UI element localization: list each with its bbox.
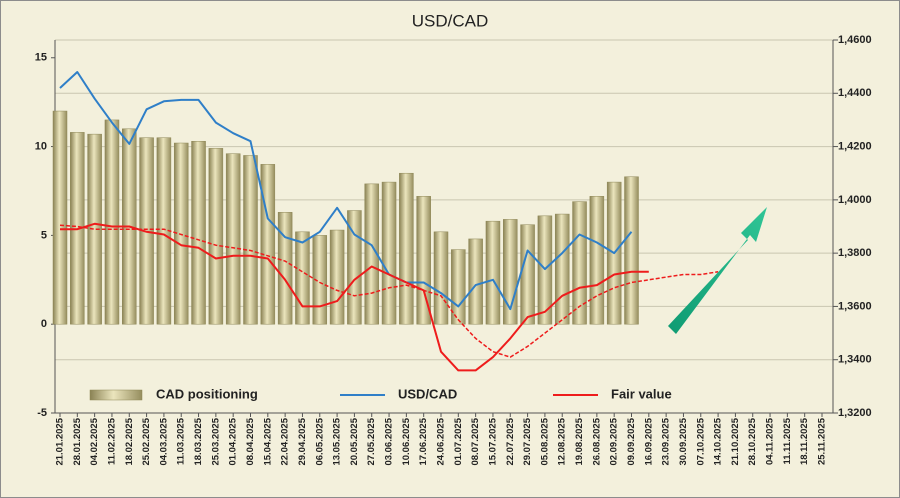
- y-tick-label: 10: [35, 140, 47, 152]
- bar: [87, 133, 102, 325]
- x-tick-label: 25.03.2025: [210, 417, 221, 465]
- x-tick-label: 15.07.2025: [487, 417, 498, 465]
- x-tick-label: 11.03.2025: [176, 417, 187, 465]
- bar: [243, 155, 258, 325]
- x-tick-label: 21.01.2025: [55, 417, 66, 465]
- dashed-line: [59, 224, 719, 358]
- x-tick-label: 23.09.2025: [661, 417, 672, 465]
- x-tick-label: 30.09.2025: [678, 417, 689, 465]
- plot-area: [55, 40, 833, 413]
- y-tick-label: 15: [35, 52, 47, 64]
- legend-label: CAD positioning: [156, 386, 258, 401]
- x-tick-label: 16.09.2025: [643, 417, 654, 465]
- x-tick-label: 18.03.2025: [193, 417, 204, 465]
- x-tick-label: 01.07.2025: [453, 417, 464, 465]
- bar: [173, 142, 189, 325]
- legend-label: USD/CAD: [398, 386, 457, 401]
- bar: [329, 229, 345, 325]
- x-tick-label: 18.02.2025: [124, 417, 135, 465]
- bar: [416, 196, 431, 325]
- x-tick-label: 25.11.2025: [817, 417, 828, 465]
- x-tick-label: 08.04.2025: [245, 417, 256, 465]
- bar: [277, 212, 293, 325]
- x-tick-label: 15.04.2025: [262, 417, 273, 465]
- x-tick-label: 19.08.2025: [574, 417, 585, 465]
- line: [60, 222, 649, 372]
- y2-tick-label: 1,4600: [838, 34, 872, 46]
- bar: [520, 224, 535, 325]
- x-tick-label: 05.08.2025: [539, 417, 550, 465]
- x-tick-label: 12.08.2025: [557, 417, 568, 465]
- x-tick-label: 06.05.2025: [314, 417, 325, 465]
- x-tick-label: 08.07.2025: [470, 417, 481, 465]
- arrow: [668, 207, 767, 334]
- x-tick-label: 20.05.2025: [349, 417, 360, 465]
- x-tick-label: 03.06.2025: [384, 417, 395, 465]
- bar: [364, 183, 379, 325]
- x-tick-label: 22.07.2025: [505, 417, 516, 465]
- x-tick-label: 25.02.2025: [141, 417, 152, 465]
- x-tick-label: 10.06.2025: [401, 417, 412, 465]
- x-tick-label: 28.10.2025: [747, 417, 758, 465]
- y2-tick-label: 1,4000: [838, 194, 872, 206]
- bar: [589, 196, 605, 325]
- bar: [624, 176, 639, 325]
- bar: [52, 110, 68, 325]
- bar: [381, 181, 397, 325]
- x-tick-label: 17.06.2025: [418, 417, 429, 465]
- bar: [572, 201, 587, 325]
- x-tick-label: 24.06.2025: [436, 417, 447, 465]
- x-tick-label: 11.02.2025: [106, 417, 117, 465]
- x-tick-label: 04.02.2025: [89, 417, 100, 465]
- bar: [451, 249, 466, 325]
- bar: [468, 238, 483, 325]
- x-tick-label: 04.03.2025: [158, 417, 169, 465]
- x-tick-label: 14.10.2025: [713, 417, 724, 465]
- bar: [260, 164, 276, 325]
- y2-tick-label: 1,4200: [838, 140, 872, 152]
- y-tick-label: 5: [41, 229, 47, 241]
- y2-tick-label: 1,3200: [838, 407, 872, 419]
- x-tick-label: 22.04.2025: [280, 417, 291, 465]
- x-tick-label: 02.09.2025: [609, 417, 620, 465]
- y2-tick-label: 1,3600: [838, 300, 872, 312]
- x-tick-label: 11.11.2025: [782, 417, 793, 464]
- bar: [485, 220, 501, 325]
- legend-label: Fair value: [611, 386, 672, 401]
- x-tick-label: 07.10.2025: [695, 417, 706, 465]
- bar: [347, 210, 362, 325]
- bar: [225, 153, 241, 325]
- x-tick-label: 09.09.2025: [626, 417, 637, 465]
- chart-title: USD/CAD: [412, 11, 489, 30]
- x-tick-label: 29.04.2025: [297, 417, 308, 465]
- bar: [208, 148, 224, 325]
- y2-tick-label: 1,4400: [838, 87, 872, 99]
- bar: [312, 235, 328, 325]
- x-tick-label: 18.11.2025: [799, 417, 810, 465]
- x-tick-label: 01.04.2025: [228, 417, 239, 465]
- x-tick-label: 29.07.2025: [522, 417, 533, 465]
- x-tick-label: 26.08.2025: [591, 417, 602, 465]
- y2-tick-label: 1,3400: [838, 354, 872, 366]
- bar: [295, 231, 310, 325]
- bar: [433, 231, 449, 325]
- x-tick-label: 04.11.2025: [765, 417, 776, 465]
- line: [59, 71, 633, 311]
- x-tick-label: 27.05.2025: [366, 417, 377, 465]
- y-tick-label: 0: [41, 318, 47, 330]
- y-tick-label: -5: [37, 407, 47, 419]
- bar: [554, 213, 570, 325]
- plot: 1,3200 1,3400 1,3600 1,3800 1,4000 1,4200 1,44…: [35, 34, 872, 466]
- x-tick-label: 28.01.2025: [72, 417, 83, 465]
- y2-tick-label: 1,3800: [838, 247, 872, 259]
- bar: [104, 119, 120, 325]
- legend-swatch: [89, 389, 143, 401]
- bar: [399, 172, 414, 325]
- x-tick-label: 13.05.2025: [332, 417, 343, 465]
- x-tick-label: 21.10.2025: [730, 417, 741, 465]
- bar: [191, 140, 206, 325]
